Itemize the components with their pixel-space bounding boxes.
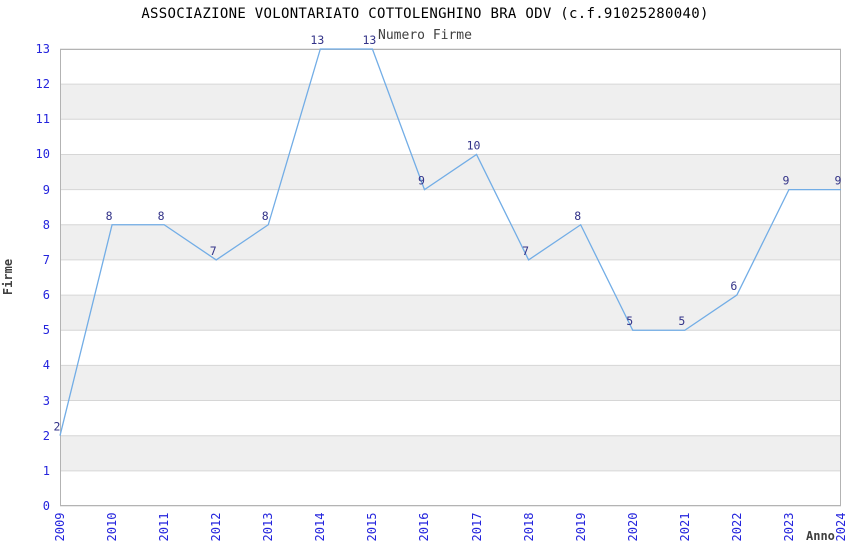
x-axis-label: Anno — [806, 529, 835, 543]
x-tick-label: 2021 — [677, 512, 692, 542]
data-label: 9 — [418, 174, 425, 188]
x-tick-label: 2012 — [209, 512, 224, 542]
plot-border — [60, 49, 841, 506]
series-line-numero-firme — [59, 48, 841, 436]
x-tick-label: 2009 — [53, 512, 67, 542]
data-label: 9 — [835, 174, 842, 188]
x-tick-label: 2016 — [417, 512, 432, 542]
y-tick-label: 4 — [42, 358, 50, 373]
chart-subtitle: Numero Firme — [378, 28, 472, 43]
y-tick-label: 5 — [42, 323, 50, 338]
y-tick-label: 3 — [42, 393, 50, 408]
grid-band — [60, 84, 841, 120]
x-tick-label: 2018 — [521, 512, 536, 542]
data-label: 6 — [730, 279, 737, 293]
data-label: 7 — [210, 244, 217, 258]
data-label: 5 — [626, 314, 633, 328]
x-tick-label: 2010 — [105, 512, 120, 542]
x-tick-label: 2019 — [573, 512, 588, 542]
x-tick-label: 2013 — [261, 512, 276, 542]
data-label: 5 — [678, 314, 685, 328]
y-tick-label: 2 — [42, 428, 50, 443]
line-chart-svg: 2 8 8 7 8 13 13 9 10 7 8 5 5 6 9 9 — [54, 33, 842, 507]
x-tick-label: 2014 — [313, 512, 328, 542]
grid-band — [60, 435, 841, 471]
x-tick-label: 2023 — [781, 512, 796, 542]
y-tick-label: 10 — [35, 147, 50, 162]
grid-band — [60, 365, 841, 401]
y-tick-label: 9 — [42, 182, 50, 197]
x-tick-label: 2017 — [469, 512, 484, 542]
y-tick-label: 11 — [35, 112, 50, 127]
y-tick-label: 13 — [35, 42, 50, 56]
data-label: 8 — [574, 209, 581, 223]
grid-band — [60, 295, 841, 331]
chart-title: ASSOCIAZIONE VOLONTARIATO COTTOLENGHINO … — [141, 6, 709, 22]
data-label: 13 — [310, 33, 324, 47]
data-label: 10 — [467, 138, 481, 152]
y-tick-label: 0 — [42, 499, 50, 513]
x-tick-label: 2022 — [729, 512, 744, 542]
data-label: 13 — [362, 33, 376, 47]
chart-plot-area: 2 8 8 7 8 13 13 9 10 7 8 5 5 6 9 9 — [54, 33, 842, 507]
data-label: 9 — [782, 174, 789, 188]
y-tick-label: 7 — [42, 252, 50, 267]
x-tick-label: 2011 — [157, 512, 172, 542]
grid-band — [60, 224, 841, 260]
x-tick-label: 2024 — [834, 512, 848, 542]
x-tick-label: 2020 — [625, 512, 640, 542]
y-tick-label: 8 — [42, 217, 50, 232]
data-label: 8 — [106, 209, 113, 223]
y-tick-label: 1 — [42, 463, 50, 478]
data-label: 8 — [262, 209, 269, 223]
data-label: 8 — [158, 209, 165, 223]
data-label: 2 — [54, 420, 61, 434]
x-tick-label: 2015 — [365, 512, 380, 542]
data-label: 7 — [522, 244, 529, 258]
y-tick-label: 6 — [42, 288, 50, 303]
y-tick-label: 12 — [35, 77, 50, 92]
